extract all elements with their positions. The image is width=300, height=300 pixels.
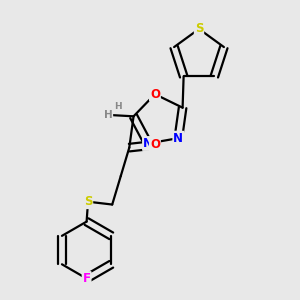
Text: F: F xyxy=(82,272,91,285)
Text: N: N xyxy=(143,137,153,150)
Text: N: N xyxy=(173,132,183,145)
Text: H: H xyxy=(114,102,122,111)
Text: O: O xyxy=(150,88,160,101)
Text: O: O xyxy=(150,138,160,151)
Text: S: S xyxy=(84,195,92,208)
Text: S: S xyxy=(195,22,203,35)
Text: H: H xyxy=(103,110,112,120)
